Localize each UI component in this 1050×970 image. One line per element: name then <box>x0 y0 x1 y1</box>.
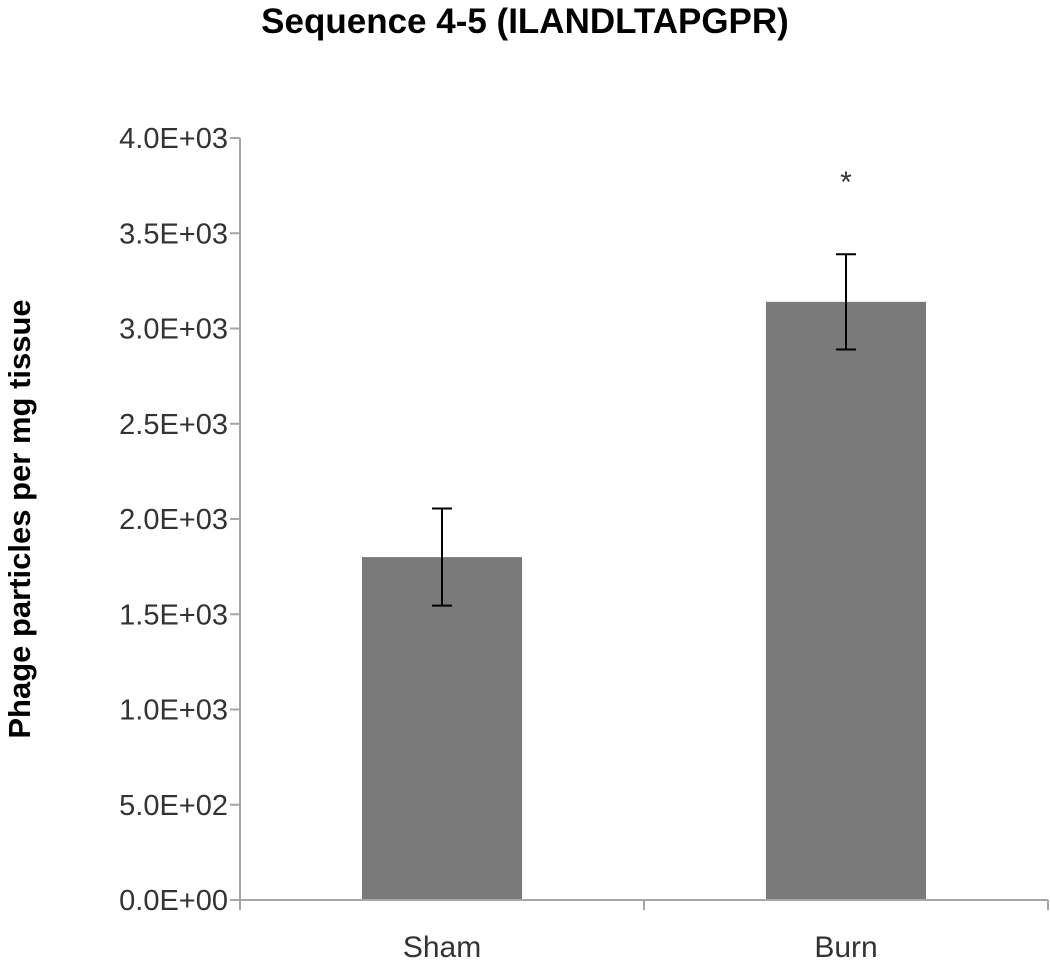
y-tick-label: 2.0E+03 <box>119 504 228 536</box>
significance-annotation: * <box>840 166 852 199</box>
bar-sham <box>362 557 522 900</box>
y-tick-label: 4.0E+03 <box>119 123 228 155</box>
y-tick-label: 1.5E+03 <box>119 599 228 631</box>
x-tick-label-sham: Sham <box>403 931 481 964</box>
x-tick-label-burn: Burn <box>814 931 877 964</box>
bar-burn <box>766 301 926 901</box>
chart-title: Sequence 4-5 (ILANDLTAPGPR) <box>261 2 789 41</box>
y-tick-label: 3.0E+03 <box>119 314 228 346</box>
y-tick-label: 1.0E+03 <box>119 695 228 727</box>
y-tick-label: 3.5E+03 <box>119 218 228 250</box>
y-axis-label: Phage particles per mg tissue <box>2 299 37 738</box>
y-tick-label: 0.0E+00 <box>119 885 228 917</box>
y-tick-label: 2.5E+03 <box>119 409 228 441</box>
y-tick-label: 5.0E+02 <box>119 790 228 822</box>
